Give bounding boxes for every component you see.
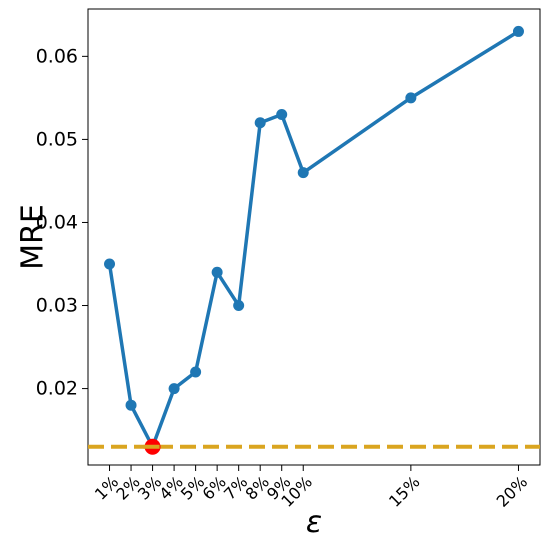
data-point <box>512 25 524 37</box>
data-point <box>168 383 180 395</box>
data-point <box>190 366 202 378</box>
data-point <box>104 258 116 270</box>
y-tick-label: 0.06 <box>36 45 78 67</box>
y-axis-title: MRE <box>16 204 51 270</box>
data-point <box>405 92 417 104</box>
data-point <box>276 108 288 120</box>
plot-frame <box>87 8 541 466</box>
data-point <box>254 117 266 129</box>
y-tick-label: 0.04 <box>36 211 78 233</box>
data-point <box>125 399 137 411</box>
x-axis-title: ε <box>306 505 322 540</box>
y-tick-label: 0.05 <box>36 128 78 150</box>
data-point <box>211 266 223 278</box>
y-tick-label: 0.03 <box>36 295 78 317</box>
y-tick-label: 0.02 <box>36 378 78 400</box>
series-points <box>104 25 524 455</box>
data-point <box>233 300 245 312</box>
y-axis: 0.02 0.03 0.04 0.05 0.06 <box>36 45 88 400</box>
data-point <box>297 167 309 179</box>
